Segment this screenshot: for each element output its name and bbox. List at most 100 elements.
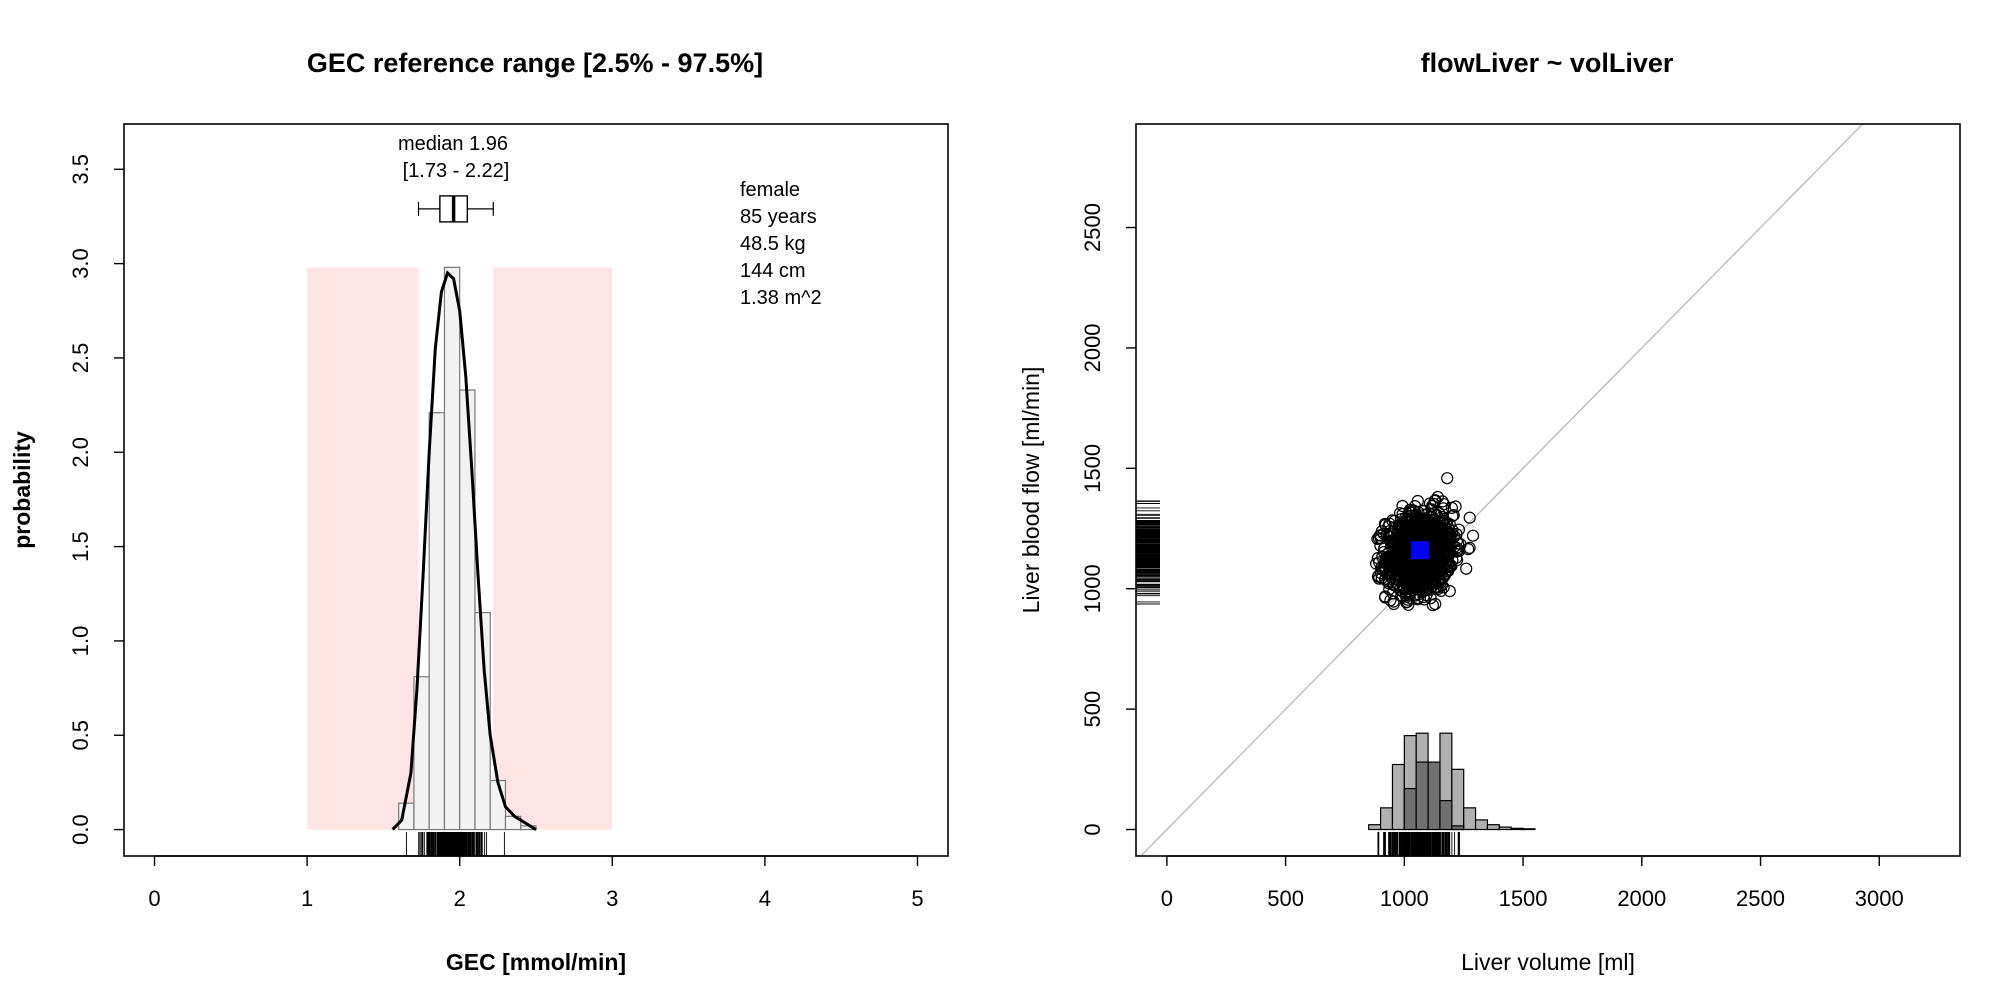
y-tick-label-5: 2500 [1080, 203, 1105, 252]
y-tick-label-0: 0 [1080, 823, 1105, 835]
scatter-point [1431, 490, 1444, 504]
x-tick-label-5: 5 [911, 886, 923, 911]
scatter-point [1463, 511, 1476, 524]
volume-bar-light-8 [1463, 807, 1477, 831]
scatter-point [1400, 590, 1413, 603]
volume-bar-dark-2 [1427, 761, 1441, 831]
right-y-axis: 0 500 1000 1500 2000 2500 [1080, 203, 1136, 836]
y-tick-label-6: 3.0 [68, 248, 93, 279]
flow-rug [1136, 500, 1160, 605]
scatter-point [1450, 541, 1463, 555]
info-age: 85 years [740, 206, 817, 228]
scatter-point [1426, 532, 1439, 545]
right-y-axis-label: Liver blood flow [ml/min] [1018, 367, 1044, 614]
scatter-point [1451, 544, 1465, 557]
scatter-point [1430, 557, 1444, 570]
scatter-point [1383, 525, 1396, 538]
scatter-point [1387, 540, 1400, 553]
y-tick-label-3: 1500 [1080, 444, 1105, 493]
x-tick-label-0: 0 [1161, 886, 1173, 911]
x-tick-label-1: 500 [1267, 886, 1304, 911]
left-chart-title: GEC reference range [2.5% - 97.5%] [307, 48, 763, 78]
volume-bar-light-11 [1498, 826, 1512, 831]
y-tick-label-1: 0.5 [68, 720, 93, 751]
volume-bar-dark-1 [1415, 761, 1429, 831]
patient-marker [1410, 541, 1429, 560]
scatter-point [1383, 566, 1396, 580]
scatter-point [1438, 545, 1451, 559]
histogram-bar-3 [443, 266, 461, 831]
x-tick-label-4: 2000 [1617, 886, 1666, 911]
scatter-point [1460, 562, 1473, 575]
scatter-point [1402, 598, 1415, 611]
x-tick-label-5: 2500 [1736, 886, 1785, 911]
x-tick-label-1: 1 [301, 886, 313, 911]
scatter-point [1387, 549, 1400, 563]
right-x-axis-label: Liver volume [ml] [1461, 949, 1635, 975]
x-tick-label-0: 0 [148, 886, 160, 911]
volume-bar-light-7 [1451, 768, 1465, 831]
scatter-point [1397, 524, 1410, 538]
scatter-point [1399, 586, 1413, 599]
identity-line [1139, 124, 1864, 856]
scatter-point [1441, 472, 1454, 485]
y-tick-label-5: 2.5 [68, 343, 93, 374]
scatter-point [1410, 520, 1423, 533]
x-tick-label-2: 2 [454, 886, 466, 911]
x-tick-label-3: 3 [606, 886, 618, 911]
scatter-point [1406, 571, 1419, 584]
left-x-axis: 0 1 2 3 4 5 [148, 855, 924, 911]
info-weight: 48.5 kg [740, 233, 806, 255]
scatter-point [1436, 522, 1449, 536]
volume-bar-light-13 [1522, 828, 1536, 831]
histogram-bar-2 [428, 412, 446, 831]
scatter-point [1398, 570, 1411, 584]
volume-bar-dark-0 [1403, 787, 1417, 831]
x-tick-label-3: 1500 [1499, 886, 1548, 911]
scatter-point [1400, 596, 1413, 609]
scatter-point [1447, 508, 1460, 522]
volume-bar-light-12 [1510, 827, 1524, 831]
scatter-point [1433, 516, 1446, 529]
y-tick-label-2: 1.0 [68, 626, 93, 657]
reference-range-shading [307, 267, 613, 830]
scatter-point [1372, 572, 1386, 585]
patient-info: female 85 years 48.5 kg 144 cm 1.38 m^2 [740, 179, 822, 309]
y-tick-label-1: 500 [1080, 691, 1105, 728]
scatter-point [1428, 526, 1441, 539]
y-tick-label-4: 2000 [1080, 323, 1105, 372]
scatter-point [1395, 522, 1408, 535]
right-plot-frame [1135, 123, 1961, 857]
volume-bar-dark-4 [1451, 825, 1465, 831]
x-tick-label-6: 3000 [1855, 886, 1904, 911]
scatter-point [1387, 595, 1400, 608]
flow-volume-panel: flowLiver ~ volLiver 0 500 1000 1500 2000 250… [1018, 48, 1961, 975]
volume-bar-light-9 [1474, 819, 1489, 831]
reference-shade-low [307, 267, 419, 830]
y-tick-label-3: 1.5 [68, 531, 93, 562]
scatter-point [1443, 584, 1456, 598]
volume-bar-light-1 [1379, 807, 1394, 831]
info-height: 144 cm [740, 260, 806, 282]
volume-bar-light-10 [1486, 824, 1500, 831]
scatter-point [1426, 599, 1440, 612]
left-y-axis-label: probability [9, 431, 35, 549]
reference-shade-high [493, 267, 613, 830]
patient-square [1410, 541, 1429, 560]
scatter-point [1395, 558, 1408, 571]
gec-reference-panel: GEC reference range [2.5% - 97.5%] media… [9, 48, 949, 975]
volume-bar-light-2 [1391, 763, 1405, 831]
scatter-point [1429, 494, 1442, 507]
info-sex: female [740, 179, 800, 201]
scatter-point [1446, 509, 1459, 523]
identity-line-path [1139, 124, 1864, 856]
scatter-point [1436, 495, 1449, 508]
scatter-point [1419, 512, 1432, 525]
scatter-point [1429, 576, 1442, 590]
volume-bar-light-0 [1368, 824, 1382, 831]
right-chart-title: flowLiver ~ volLiver [1421, 48, 1674, 78]
scatter-point [1399, 554, 1412, 567]
scatter-point [1415, 564, 1429, 577]
scatter-point [1410, 512, 1424, 526]
